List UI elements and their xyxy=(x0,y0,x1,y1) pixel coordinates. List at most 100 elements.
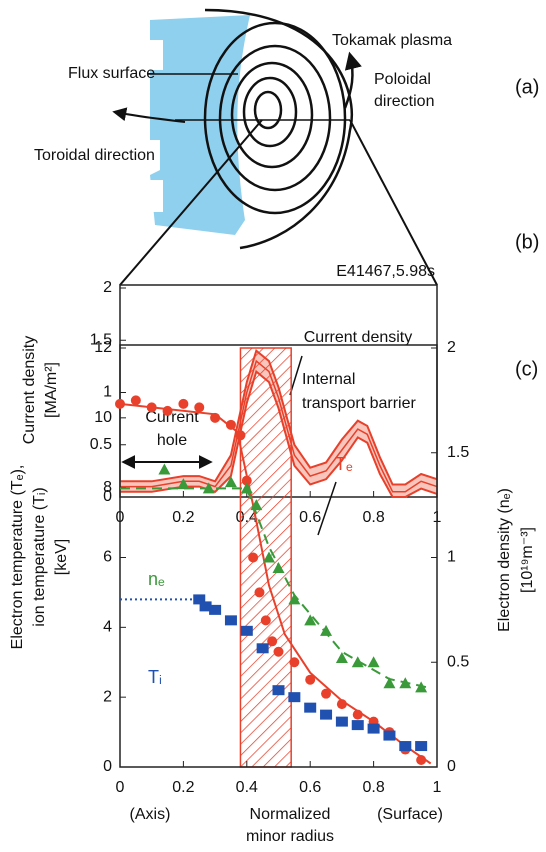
point xyxy=(115,398,125,409)
y2-axis-label: [10¹⁹m⁻³] xyxy=(519,527,536,593)
point xyxy=(305,674,316,685)
x-end-label: (Axis) xyxy=(130,806,171,823)
point xyxy=(415,741,428,752)
point xyxy=(335,716,348,727)
x-axis-label: minor radius xyxy=(246,828,334,845)
point xyxy=(240,482,253,494)
annotation: Current density xyxy=(304,329,413,346)
y-tick-label: 0 xyxy=(103,758,112,775)
y2-tick-label: 1.5 xyxy=(447,444,469,461)
point xyxy=(210,412,221,423)
series-label: Tₑ xyxy=(335,454,353,474)
pointer xyxy=(317,481,337,536)
uncertainty-band xyxy=(120,350,437,497)
point xyxy=(248,552,259,563)
point xyxy=(320,624,333,636)
y2-axis-label: Electron density (nₑ) xyxy=(496,488,513,632)
annotation: E41467,5.98s xyxy=(336,263,435,280)
y-tick-label: 8 xyxy=(103,479,112,496)
y-tick-label: 2 xyxy=(103,688,112,705)
x-tick-label: 0.4 xyxy=(236,779,258,796)
point xyxy=(383,730,396,741)
line-values xyxy=(120,359,438,493)
y-tick-label: 0 xyxy=(103,488,112,505)
point xyxy=(288,692,301,703)
x-tick-label: 0.8 xyxy=(362,779,384,796)
point xyxy=(399,741,412,752)
point xyxy=(304,614,317,626)
point xyxy=(250,499,263,511)
point xyxy=(194,402,205,413)
y2-tick-label: 0 xyxy=(447,758,456,775)
y-tick-label: 0.5 xyxy=(90,436,112,453)
point xyxy=(272,561,285,573)
x-tick-label: 0.6 xyxy=(299,779,321,796)
plasma-region xyxy=(150,15,250,235)
port xyxy=(145,40,163,70)
point xyxy=(241,475,252,486)
y-tick-label: 2 xyxy=(103,279,112,296)
series-label: Tᵢ xyxy=(148,667,162,687)
y-tick-label: 4 xyxy=(103,619,112,636)
y2-tick-label: 2 xyxy=(447,339,456,356)
plot-frame xyxy=(119,344,438,768)
y-tick-label: 6 xyxy=(103,549,112,566)
annotation: transport barrier xyxy=(302,395,416,412)
y-tick-label: 1.5 xyxy=(90,331,112,348)
series-label: nₑ xyxy=(148,569,165,589)
label: Poloidal xyxy=(374,71,431,88)
port xyxy=(145,180,163,212)
annotation: Current xyxy=(145,409,199,426)
point xyxy=(130,395,141,406)
y-tick-label: 10 xyxy=(94,409,112,426)
y-axis-label: Electron temperature (Tₑ), xyxy=(9,465,26,650)
y-axis-label: ion temperature (Tᵢ) xyxy=(31,487,48,626)
point xyxy=(335,652,348,664)
point xyxy=(193,594,206,605)
point xyxy=(177,478,190,490)
pointer xyxy=(289,355,303,396)
x-end-label: (Surface) xyxy=(377,806,443,823)
x-axis-label: Normalized xyxy=(250,806,331,823)
point xyxy=(224,615,237,626)
y-axis-label: Current density xyxy=(21,336,38,445)
point xyxy=(321,688,332,699)
point xyxy=(320,709,333,720)
y-tick-label: 1 xyxy=(103,384,112,401)
panel-label: (c) xyxy=(515,358,538,380)
line-upper xyxy=(120,348,438,486)
x-tick-label: 0.8 xyxy=(362,509,384,526)
point xyxy=(262,551,275,563)
point xyxy=(415,681,428,693)
label: direction xyxy=(374,93,434,110)
point xyxy=(254,587,265,598)
point xyxy=(288,593,301,605)
point xyxy=(416,755,427,766)
point xyxy=(224,476,237,488)
annotation: Internal xyxy=(302,371,355,388)
point xyxy=(351,720,364,731)
point xyxy=(267,636,278,647)
point xyxy=(273,646,284,657)
point xyxy=(272,685,285,696)
point xyxy=(352,709,363,720)
x-tick-label: 0.6 xyxy=(299,509,321,526)
label: Tokamak plasma xyxy=(332,32,452,49)
point xyxy=(199,601,212,612)
y2-tick-label: 1 xyxy=(447,549,456,566)
point xyxy=(225,419,236,430)
x-tick-label: 1 xyxy=(433,779,442,796)
panel-label: (a) xyxy=(515,76,539,98)
point xyxy=(367,723,380,734)
point xyxy=(256,643,269,654)
x-tick-label: 0.2 xyxy=(172,509,194,526)
label: Flux surface xyxy=(68,65,155,82)
point xyxy=(178,398,189,409)
point xyxy=(367,656,380,668)
point xyxy=(260,615,271,626)
point xyxy=(336,699,347,710)
point xyxy=(235,430,246,441)
y-axis-label: [MA/m²] xyxy=(43,362,60,418)
panel-label: (b) xyxy=(515,231,539,253)
